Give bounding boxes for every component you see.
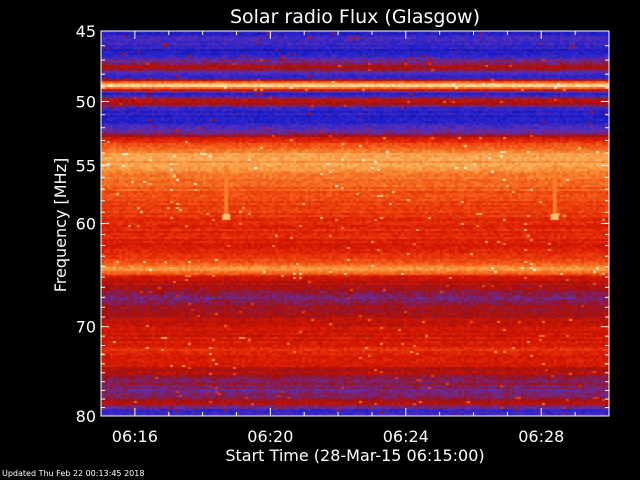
updated-timestamp: Updated Thu Feb 22 00:13:45 2018 <box>2 469 145 478</box>
heatmap-area <box>101 31 609 416</box>
y-tick-label: 60 <box>76 215 96 234</box>
y-tick-label: 70 <box>76 318 96 337</box>
y-tick-label: 55 <box>76 156 96 175</box>
y-axis-label: Frequency [MHz] <box>51 158 70 292</box>
x-axis: 06:16 06:20 06:24 06:28 <box>112 31 576 446</box>
x-tick-label: 06:28 <box>518 427 564 446</box>
x-axis-label: Start Time (28-Mar-15 06:15:00) <box>225 446 484 465</box>
x-tick-label: 06:16 <box>112 427 158 446</box>
y-tick-label: 50 <box>76 93 96 112</box>
x-tick-label: 06:24 <box>383 427 429 446</box>
y-tick-label: 45 <box>76 22 96 41</box>
y-axis: 45 50 55 60 70 80 <box>76 22 609 426</box>
spectrogram-image <box>101 31 609 416</box>
chart-title: Solar radio Flux (Glasgow) <box>230 6 480 28</box>
x-tick-label: 06:20 <box>247 427 293 446</box>
y-tick-label: 80 <box>76 407 96 426</box>
